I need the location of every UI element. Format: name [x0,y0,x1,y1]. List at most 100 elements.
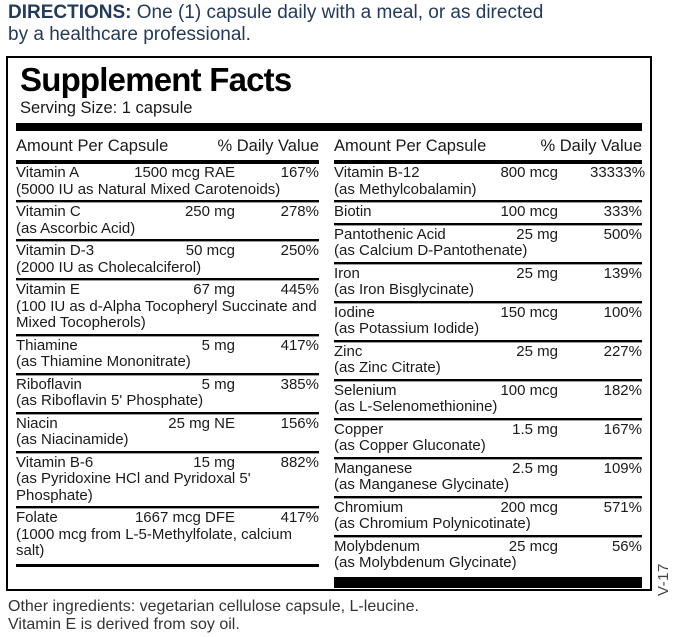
nutrient-dv: 333% [603,203,642,220]
nutrient-amount: 5 mg [201,375,235,393]
nutrient-amount: 25 mcg [508,537,558,555]
directions-text: DIRECTIONS: One (1) capsule daily with a… [0,0,679,45]
nutrient-name: Riboflavin [16,375,82,393]
nutrient-sub: (1000 mcg from L-5-Methylfolate, calcium… [16,525,292,559]
nutrient-main-line: Thiamine 5 mg 417% [16,337,319,355]
nutrient-name: Niacin [16,414,58,432]
left-column-rows: Vitamin A 1500 mcg RAE 167% (5000 IU as … [16,164,319,562]
row-separator [16,450,319,454]
right-column-header: Amount Per Capsule % Daily Value [334,134,642,160]
nutrient-name: Vitamin C [16,203,81,220]
nutrient-sub: (as Pyridoxine HCl and Pyridoxal 5' Phos… [16,470,251,504]
left-column-end-rule [16,563,319,567]
nutrient-name: Folate [16,509,58,526]
allergen-note: Vitamin E is derived from soy oil. [8,615,240,633]
nutrient-dv: 56% [611,537,642,555]
nutrient-amount: 67 mg [193,281,235,298]
nutrient-dv: 385% [280,375,319,393]
nutrient-name: Pantothenic Acid [334,225,446,243]
supplement-facts-panel: Supplement Facts Serving Size: 1 capsule… [6,56,652,591]
nutrient-dv: 109% [603,459,642,477]
nutrient-dv: 167% [280,164,319,181]
left-header-rule [16,160,319,164]
table-row: Iodine 150 mcg 100% (as Potassium Iodide… [334,304,642,340]
table-row: Biotin 100 mcg 333% [334,203,642,223]
nutrient-amount: 25 mg NE [168,414,235,432]
nutrient-amount: 1500 mcg RAE [134,164,235,181]
row-separator [334,417,642,421]
nutrient-dv: 156% [280,414,319,432]
nutrient-sub: (as Zinc Citrate) [334,359,441,376]
nutrient-amount: 25 mg [516,264,558,282]
table-row: Vitamin B-12 800 mcg 33333% (as Methylco… [334,164,646,200]
nutrient-name: Chromium [334,498,404,516]
nutrient-dv: 227% [603,342,642,360]
nutrient-amount: 25 mg [516,342,558,360]
nutrient-sub: (as Methylcobalamin) [334,180,477,198]
row-separator [16,506,319,509]
nutrient-name: Copper [334,420,384,438]
nutrient-dv: 500% [603,225,642,243]
row-separator [16,239,319,242]
nutrient-sub: (as Calcium D-Pantothenate) [334,242,528,259]
table-row: Vitamin D-3 50 mcg 250% (2000 IU as Chol… [16,242,319,278]
nutrient-amount: 200 mcg [500,498,558,516]
nutrient-main-line: Pantothenic Acid 25 mg 500% [334,225,642,244]
row-separator [334,300,642,304]
nutrient-dv: 33333% [590,164,646,181]
nutrient-dv: 167% [603,420,642,438]
header-daily-value: % Daily Value [217,137,320,155]
row-separator [334,261,642,265]
table-row: Iron 25 mg 139% (as Iron Bisglycinate) [334,265,642,301]
nutrient-name: Vitamin B-6 [16,453,94,471]
nutrient-main-line: Molybdenum 25 mcg 56% [334,537,642,556]
row-separator [334,339,642,343]
right-column-rows: Vitamin B-12 800 mcg 33333% (as Methylco… [334,164,646,574]
nutrient-sub: (as Riboflavin 5' Phosphate) [16,392,204,409]
table-row: Niacin 25 mg NE 156% (as Niacinamide) [16,415,319,451]
nutrient-main-line: Vitamin E 67 mg 445% [16,281,319,299]
directions-label: DIRECTIONS: [8,2,132,23]
nutrient-main-line: Vitamin B-12 800 mcg 33333% [334,164,646,182]
nutrient-main-line: Niacin 25 mg NE 156% [16,414,319,433]
table-row: Pantothenic Acid 25 mg 500% (as Calcium … [334,226,642,262]
nutrient-sub: (as Thiamine Mononitrate) [16,353,191,370]
table-row: Vitamin B-6 15 mg 882% (as Pyridoxine HC… [16,454,319,507]
nutrient-sub: (5000 IU as Natural Mixed Carotenoids) [16,180,281,198]
nutrient-amount: 25 mg [516,225,558,243]
header-amount-per-capsule: Amount Per Capsule [334,137,487,155]
nutrient-dv: 250% [280,242,319,259]
row-separator [16,372,319,376]
nutrient-amount: 50 mcg [185,242,235,259]
nutrient-name: Vitamin B-12 [334,164,420,181]
nutrient-name: Selenium [334,381,397,399]
nutrient-amount: 800 mcg [500,164,558,181]
nutrient-sub: (100 IU as d-Alpha Tocopheryl Succinate … [16,297,317,331]
nutrient-sub: (as Potassium Iodide) [334,320,480,337]
nutrient-dv: 182% [603,381,642,399]
directions-line-2: by a healthcare professional. [8,23,251,45]
nutrient-amount: 150 mcg [500,303,558,321]
nutrient-name: Molybdenum [334,537,420,555]
table-row: Vitamin C 250 mg 278% (as Ascorbic Acid) [16,203,319,239]
serving-size: Serving Size: 1 capsule [20,99,193,117]
nutrient-main-line: Selenium 100 mcg 182% [334,381,642,400]
nutrient-main-line: Copper 1.5 mg 167% [334,420,642,439]
nutrient-main-line: Chromium 200 mcg 571% [334,498,642,517]
nutrient-amount: 100 mcg [500,203,558,220]
row-separator [334,495,642,499]
row-separator [16,278,319,281]
header-daily-value: % Daily Value [540,137,643,155]
row-separator [334,378,642,382]
nutrient-name: Iodine [334,303,375,321]
nutrient-dv: 278% [280,203,319,220]
header-amount-per-capsule: Amount Per Capsule [16,137,169,155]
nutrient-sub: (as Chromium Polynicotinate) [334,515,531,532]
nutrient-main-line: Vitamin D-3 50 mcg 250% [16,242,319,260]
panel-title: Supplement Facts [20,61,292,98]
right-column: Amount Per Capsule % Daily Value Vitamin… [334,134,646,588]
nutrient-name: Vitamin D-3 [16,242,95,259]
nutrient-amount: 100 mcg [500,381,558,399]
nutrient-main-line: Manganese 2.5 mg 109% [334,459,642,478]
row-separator [334,222,642,226]
